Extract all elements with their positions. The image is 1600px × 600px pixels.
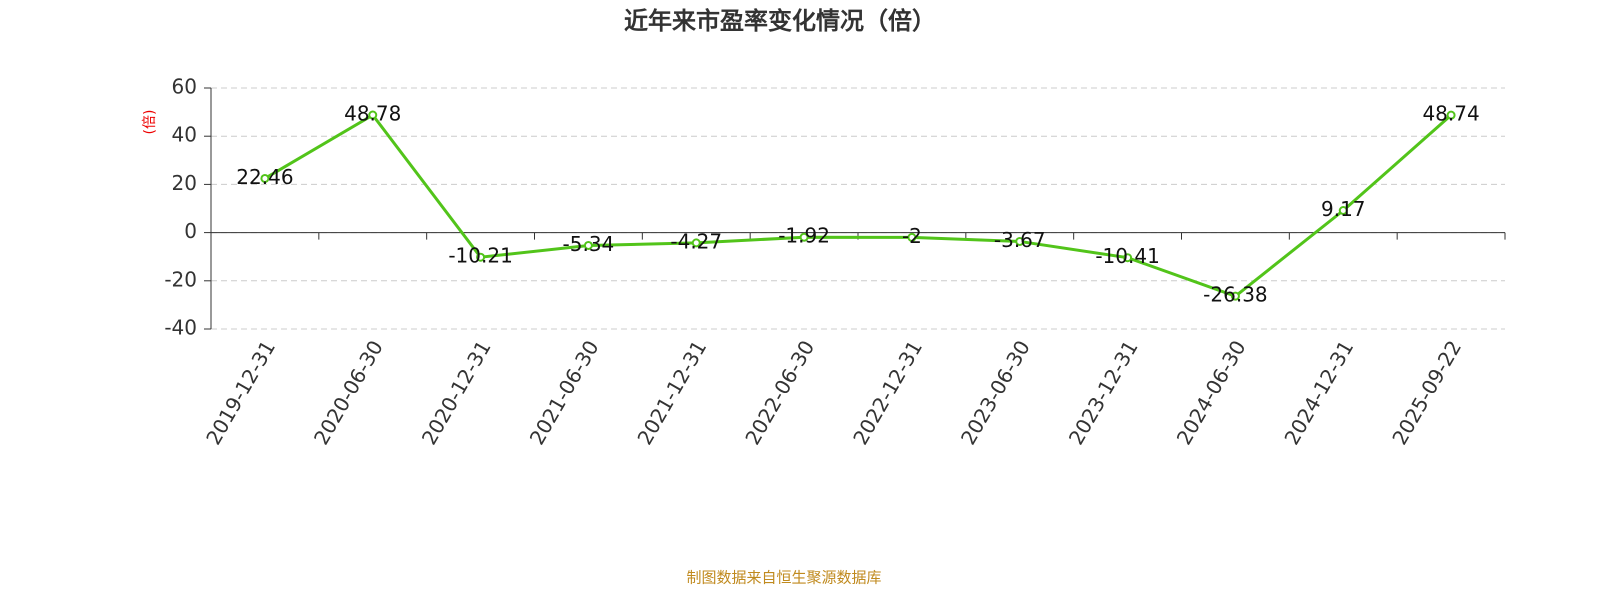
point xyxy=(476,252,486,262)
point xyxy=(368,110,378,120)
value-label: -4.27 xyxy=(670,229,722,253)
chart-title: 近年来市盈率变化情况（倍） xyxy=(624,7,936,35)
x-tick-label: 2021-06-30 xyxy=(525,336,604,449)
value-label: -1.92 xyxy=(778,224,830,248)
x-tick-label: 2020-12-31 xyxy=(417,336,496,449)
x-tick-label: 2023-06-30 xyxy=(956,336,1035,449)
source-note: 制图数据来自恒生聚源数据库 xyxy=(686,569,881,587)
x-tick-label: 2022-12-31 xyxy=(848,336,927,449)
point xyxy=(260,173,270,183)
x-tick-label: 2025-09-22 xyxy=(1387,336,1466,449)
point xyxy=(583,240,593,250)
line xyxy=(264,113,1453,298)
x-tick-label: 2024-12-31 xyxy=(1279,336,1358,449)
value-label: 9.17 xyxy=(1321,197,1366,221)
point xyxy=(799,232,809,242)
point xyxy=(1015,236,1025,246)
value-label: -3.67 xyxy=(994,228,1046,252)
x-tick-label: 2023-12-31 xyxy=(1064,336,1143,449)
x-tick-label: 2020-06-30 xyxy=(309,336,388,449)
y-tick-label: -20 xyxy=(164,267,197,291)
x-tick-label: 2021-12-31 xyxy=(632,336,711,449)
point xyxy=(1123,253,1133,263)
value-label: -26.38 xyxy=(1203,283,1267,307)
y-tick-label: -40 xyxy=(164,316,197,340)
point xyxy=(1230,291,1240,301)
y-tick-label: 40 xyxy=(172,123,197,147)
value-label: -10.21 xyxy=(448,244,512,268)
y-tick-label: 0 xyxy=(184,219,197,243)
point xyxy=(1338,206,1348,216)
value-label: 48.74 xyxy=(1422,102,1479,126)
value-label: 22.46 xyxy=(236,165,293,189)
y-axis-label: (倍) xyxy=(142,110,158,135)
x-tick-label: 2024-06-30 xyxy=(1172,336,1251,449)
x-tick-label: 2022-06-30 xyxy=(740,336,819,449)
y-tick-label: 60 xyxy=(172,75,197,99)
value-label: -10.41 xyxy=(1095,244,1159,268)
point xyxy=(1446,110,1456,120)
point xyxy=(691,238,701,248)
point xyxy=(907,232,917,242)
value-label: -2 xyxy=(902,224,922,248)
x-tick-label: 2019-12-31 xyxy=(201,336,280,449)
value-label: -5.34 xyxy=(563,232,615,256)
y-tick-label: 20 xyxy=(172,171,197,195)
value-label: 48.78 xyxy=(344,102,401,126)
